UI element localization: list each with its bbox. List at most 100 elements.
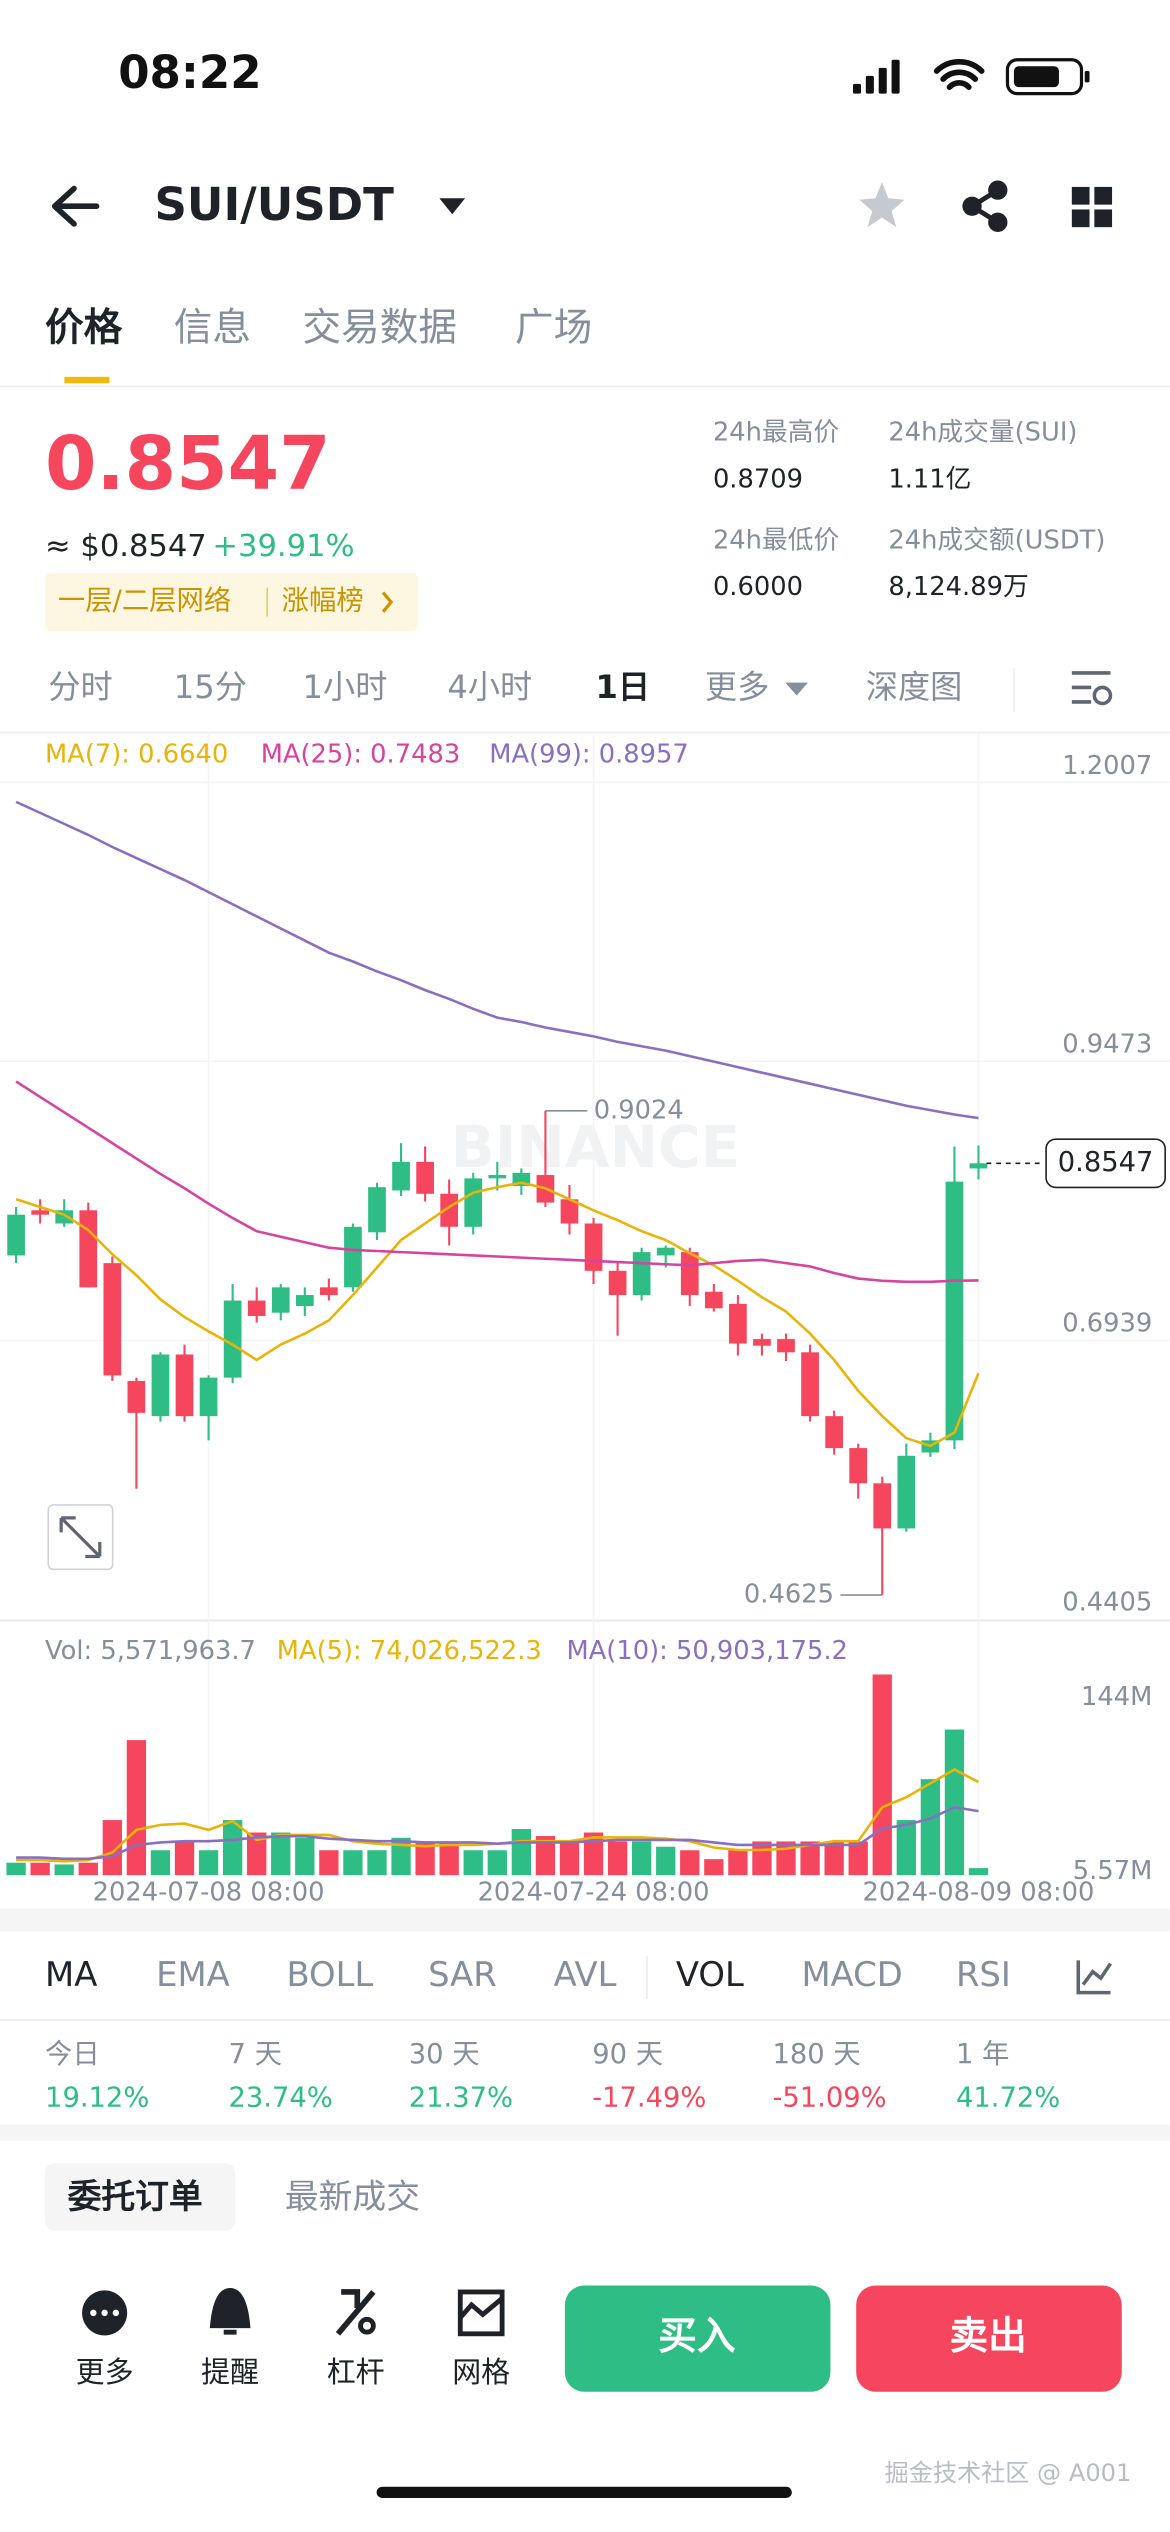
volume-bar: [800, 1841, 820, 1876]
indicator-tab[interactable]: VOL: [676, 1955, 744, 1994]
favorite-button[interactable]: [859, 182, 905, 228]
volume-bar: [968, 1868, 989, 1876]
tab[interactable]: 广场: [515, 306, 592, 351]
candle-body: [680, 1252, 699, 1296]
indicator-tab[interactable]: AVL: [554, 1955, 617, 1994]
indicator-tab[interactable]: MACD: [801, 1955, 902, 1994]
stat-value: 1.11亿: [888, 464, 971, 494]
toolbar-label[interactable]: 更多: [76, 2355, 134, 2389]
volume-bar: [222, 1820, 243, 1876]
indicator-tab[interactable]: BOLL: [286, 1955, 373, 1994]
volume-bar: [415, 1841, 435, 1876]
candle-body: [271, 1287, 290, 1313]
tag[interactable]: 一层/二层网络: [58, 586, 231, 617]
buy-label[interactable]: 买入: [658, 2314, 736, 2359]
indicator-tab[interactable]: RSI: [956, 1955, 1011, 1994]
candle-body: [704, 1291, 723, 1309]
volume-bar: [271, 1832, 291, 1876]
volume-bar: [391, 1837, 411, 1876]
ma-line: [15, 800, 979, 1120]
candle-body: [945, 1181, 964, 1441]
price-box: [1045, 1138, 1166, 1189]
candle-body: [199, 1377, 218, 1417]
share-button[interactable]: [962, 180, 1008, 232]
interval[interactable]: 1小时: [303, 668, 388, 706]
candle-body: [31, 1210, 50, 1215]
volume-bar: [150, 1850, 171, 1876]
candle-body: [416, 1161, 434, 1194]
period-label: 7 天: [229, 2039, 282, 2070]
volume-legend: MA(10): 50,903,175.2: [566, 1636, 847, 1666]
interval[interactable]: 分时: [48, 668, 112, 706]
order-tab[interactable]: 最新成交: [285, 2177, 420, 2216]
candle-body: [608, 1270, 627, 1296]
period-label: 90 天: [592, 2039, 663, 2070]
stat-value: 8,124.89万: [888, 572, 1028, 602]
volume-bar: [78, 1862, 98, 1876]
x-tick-label: 2024-07-24 08:00: [478, 1877, 710, 1907]
legend-entry: MA(99): 0.8957: [489, 740, 689, 770]
interval[interactable]: 4小时: [447, 668, 532, 706]
volume-bar: [6, 1862, 26, 1876]
interval[interactable]: 深度图: [866, 668, 963, 706]
sell-button[interactable]: [856, 2285, 1122, 2392]
volume-bar: [54, 1864, 74, 1876]
tab-underline: [64, 376, 110, 384]
interval[interactable]: 15分: [174, 668, 247, 706]
volume-bar: [30, 1862, 50, 1876]
candle-body: [79, 1210, 98, 1288]
tab[interactable]: 交易数据: [303, 306, 457, 351]
order-tab[interactable]: 委托订单: [68, 2177, 203, 2216]
volume-bar: [367, 1850, 387, 1876]
home-indicator: [376, 2486, 792, 2498]
volume-bar: [295, 1837, 315, 1876]
volume-bar: [680, 1850, 700, 1876]
layout-button[interactable]: [1071, 186, 1113, 228]
y-tick-label: 0.4405: [1062, 1588, 1152, 1618]
period-change: 19.12%: [45, 2082, 149, 2113]
period-label: 今日: [45, 2039, 100, 2070]
period-change: -17.49%: [592, 2082, 706, 2113]
candle-body: [897, 1455, 916, 1529]
toolbar-label[interactable]: 网格: [452, 2355, 510, 2389]
fullscreen-button[interactable]: [47, 1504, 114, 1571]
toolbar-icons: [82, 2287, 505, 2337]
pair-title[interactable]: SUI/USDT: [154, 178, 394, 231]
volume-bar: [535, 1836, 556, 1876]
candle-body: [825, 1416, 843, 1449]
indicator-settings-button[interactable]: [1076, 1960, 1112, 1995]
volume-bar: [343, 1850, 363, 1876]
active-order-tab[interactable]: [45, 2163, 235, 2231]
volume-bar: [607, 1841, 628, 1876]
stat-value: 0.6000: [713, 572, 803, 602]
candle-body: [656, 1247, 675, 1256]
period-change: 21.37%: [409, 2082, 513, 2113]
tag-arrow: [381, 591, 394, 613]
interval[interactable]: 1日: [595, 668, 650, 706]
indicator-tab[interactable]: SAR: [428, 1955, 497, 1994]
sell-label[interactable]: 卖出: [950, 2314, 1027, 2359]
back-button[interactable]: [51, 185, 100, 227]
pair-dropdown[interactable]: [439, 198, 466, 215]
usd-price: ≈ $0.8547: [45, 529, 207, 564]
tab[interactable]: 价格: [45, 306, 123, 351]
status-icons: [852, 58, 1090, 96]
candle-body: [151, 1354, 170, 1417]
volume-bar: [656, 1846, 676, 1876]
tab[interactable]: 信息: [174, 306, 251, 351]
candle-body: [969, 1163, 988, 1169]
chart-settings-button[interactable]: [1071, 671, 1113, 706]
tag[interactable]: 涨幅榜: [282, 586, 364, 617]
interval[interactable]: 更多: [705, 668, 769, 706]
toolbar-label[interactable]: 杠杆: [327, 2355, 385, 2389]
candle-body: [440, 1193, 459, 1227]
buy-button[interactable]: [564, 2285, 831, 2392]
indicator-tab[interactable]: EMA: [156, 1955, 230, 1994]
y-tick-label: 0.6939: [1062, 1309, 1152, 1339]
tag-chip[interactable]: [45, 573, 419, 632]
candle-body: [175, 1354, 194, 1417]
toolbar-label[interactable]: 提醒: [201, 2355, 259, 2389]
volume-ma-line: [16, 1805, 979, 1861]
indicator-tab[interactable]: MA: [45, 1955, 97, 1994]
